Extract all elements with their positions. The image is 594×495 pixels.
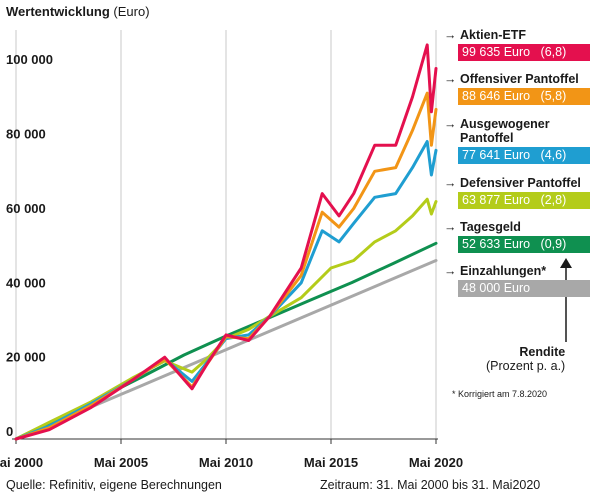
legend-name-text: Einzahlungen* [460, 264, 547, 278]
legend-series-name: → Ausgewogener Pantoffel [444, 117, 594, 145]
arrow-right-icon: → [444, 72, 457, 86]
footnote: * Korrigiert am 7.8.2020 [452, 389, 548, 399]
x-tick-label: Mai 2005 [94, 455, 148, 470]
y-tick-label: 60 000 [6, 201, 46, 216]
legend-value-box: 52 633 Euro (0,9) [458, 236, 590, 253]
legend-item: → Defensiver Pantoffel 63 877 Euro (2,8) [444, 176, 594, 209]
legend-rate: (5,8) [530, 89, 567, 103]
legend-value-box: 99 635 Euro (6,8) [458, 44, 590, 61]
rendite-title: Rendite [519, 345, 566, 359]
arrow-right-icon: → [444, 117, 457, 131]
legend-value: 99 635 Euro [462, 45, 531, 59]
legend-value-box: 88 646 Euro (5,8) [458, 88, 590, 105]
legend-value: 88 646 Euro [462, 89, 531, 103]
legend-value: 63 877 Euro [462, 193, 531, 207]
y-tick-label: 20 000 [6, 350, 46, 365]
legend-item: → Offensiver Pantoffel 88 646 Euro (5,8) [444, 72, 594, 105]
legend-name-text: Ausgewogener Pantoffel [460, 117, 550, 145]
arrow-right-icon: → [444, 264, 457, 278]
y-tick-label: 0 [6, 424, 13, 439]
legend-series-name: → Offensiver Pantoffel [444, 72, 594, 86]
y-tick-label: 80 000 [6, 127, 46, 142]
legend-name-text: Defensiver Pantoffel [460, 176, 581, 190]
legend-name-text: Offensiver Pantoffel [460, 72, 579, 86]
series-line [14, 43, 438, 441]
legend-value: 48 000 Euro [462, 281, 531, 295]
period-note: Zeitraum: 31. Mai 2000 bis 31. Mai2020 [320, 478, 541, 492]
legend-rate: (2,8) [530, 193, 567, 207]
legend-series-name: → Tagesgeld [444, 220, 594, 234]
x-tick-label: Mai 2015 [304, 455, 358, 470]
legend-value-box: 77 641 Euro (4,6) [458, 147, 590, 164]
legend-series-name: → Einzahlungen* [444, 264, 594, 278]
legend-value: 52 633 Euro [462, 237, 531, 251]
arrow-right-icon: → [444, 28, 457, 42]
legend-name-text: Tagesgeld [460, 220, 521, 234]
rendite-subtitle: (Prozent p. a.) [486, 359, 566, 373]
chart-title: Wertentwicklung (Euro) [6, 4, 150, 19]
x-tick-label: Mai 2000 [0, 455, 43, 470]
legend-series-name: → Defensiver Pantoffel [444, 176, 594, 190]
legend-rate: (0,9) [530, 237, 567, 251]
legend-rate: (6,8) [530, 45, 567, 59]
rendite-annotation: Rendite (Prozent p. a.) [486, 345, 565, 373]
legend-item: → Einzahlungen* 48 000 Euro [444, 264, 594, 297]
x-tick-label: Mai 2020 [409, 455, 463, 470]
legend-item: → Ausgewogener Pantoffel 77 641 Euro (4,6) [444, 117, 594, 164]
rendite-arrow-head [560, 258, 572, 268]
legend-value: 77 641 Euro [462, 148, 531, 162]
legend-value-box: 48 000 Euro [458, 280, 590, 297]
y-tick-label: 40 000 [6, 275, 46, 290]
x-tick-label: Mai 2010 [199, 455, 253, 470]
legend-name-text: Aktien-ETF [460, 28, 526, 42]
y-tick-label: 100 000 [6, 52, 53, 67]
source-note: Quelle: Refinitiv, eigene Berechnungen [6, 478, 222, 492]
legend-rate: (4,6) [530, 148, 567, 162]
arrow-right-icon: → [444, 176, 457, 190]
legend-item: → Aktien-ETF 99 635 Euro (6,8) [444, 28, 594, 61]
legend-series-name: → Aktien-ETF [444, 28, 594, 42]
legend-item: → Tagesgeld 52 633 Euro (0,9) [444, 220, 594, 253]
arrow-right-icon: → [444, 220, 457, 234]
legend-value-box: 63 877 Euro (2,8) [458, 192, 590, 209]
